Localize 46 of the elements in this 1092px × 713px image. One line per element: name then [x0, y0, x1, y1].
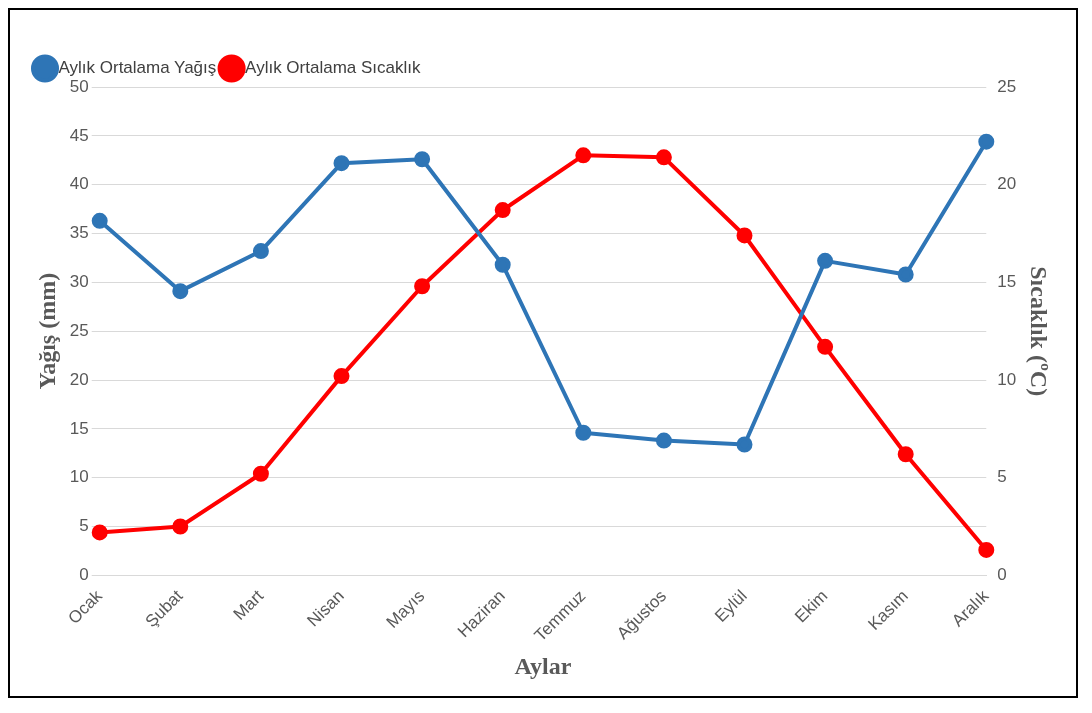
- point: [655, 432, 672, 449]
- point: [494, 202, 511, 219]
- point: [494, 256, 511, 273]
- y-tick-label: 5: [79, 516, 89, 536]
- point: [333, 155, 350, 172]
- y-tick-label: 10: [69, 467, 89, 487]
- point: [575, 147, 592, 164]
- point: [333, 368, 350, 385]
- y-tick-label: 0: [79, 565, 89, 585]
- y2-tick-label: 15: [997, 272, 1017, 292]
- y-tick-label: 20: [69, 369, 89, 389]
- point: [817, 338, 834, 355]
- legend-label: Aylık Ortalama Yağış: [58, 58, 217, 78]
- point: [736, 227, 753, 244]
- point: [897, 266, 914, 283]
- point: [172, 283, 189, 300]
- y-tick-label: 30: [69, 272, 89, 292]
- point: [575, 424, 592, 441]
- y-tick-label: 50: [69, 76, 89, 96]
- y2-tick-label: 20: [997, 174, 1017, 194]
- y-tick-label: 40: [69, 174, 89, 194]
- point: [91, 212, 108, 229]
- point: [252, 243, 269, 260]
- point: [172, 518, 189, 535]
- x-axis-title: Aylar: [514, 652, 572, 679]
- point: [897, 446, 914, 463]
- y2-tick-label: 0: [997, 565, 1007, 585]
- point: [978, 133, 995, 150]
- point: [414, 151, 431, 168]
- y2-tick-label: 5: [997, 467, 1007, 487]
- y-tick-label: 35: [69, 223, 89, 243]
- y2-tick-label: 25: [997, 76, 1017, 96]
- y2-tick-label: 10: [997, 369, 1017, 389]
- y2-axis-title: Sıcaklık (ºC): [1026, 266, 1053, 397]
- legend-label: Aylık Ortalama Sıcaklık: [245, 58, 421, 78]
- y-axis-title: Yağış (mm): [33, 272, 60, 390]
- point: [736, 436, 753, 453]
- point: [414, 278, 431, 295]
- y-tick-label: 25: [69, 320, 89, 340]
- point: [978, 541, 995, 558]
- y-tick-label: 45: [69, 125, 89, 145]
- point: [252, 465, 269, 482]
- point: [91, 524, 108, 541]
- y-tick-label: 15: [69, 418, 89, 438]
- point: [817, 252, 834, 269]
- point: [655, 149, 672, 166]
